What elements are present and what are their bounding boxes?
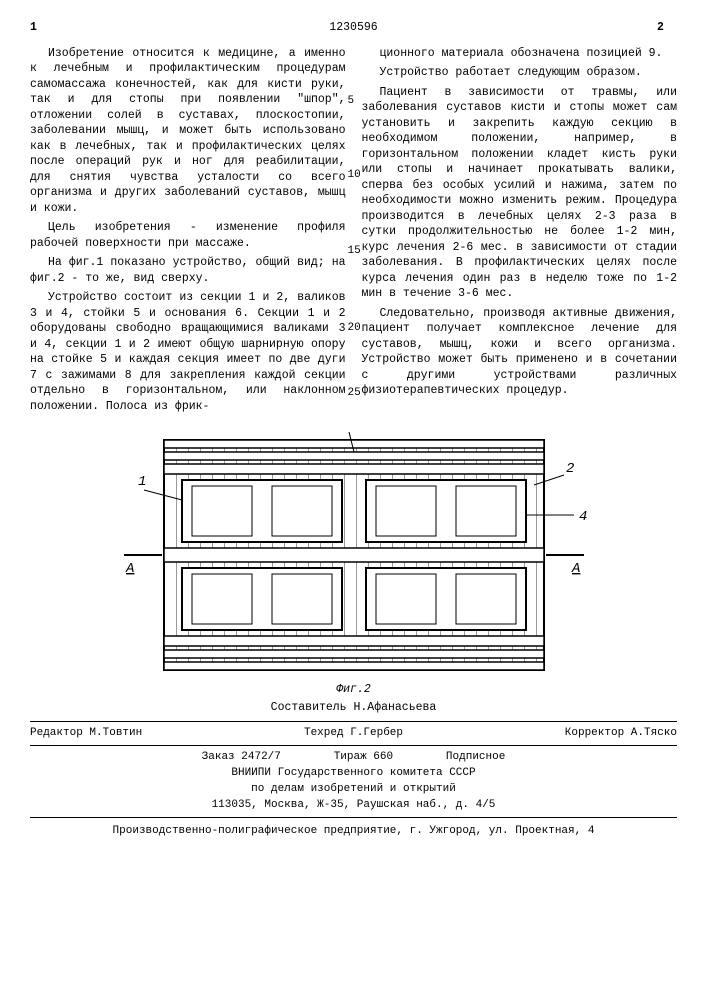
figure-svg: 1 5 2 4 А А xyxy=(104,430,604,680)
text-columns: Изобретение относится к медицине, а имен… xyxy=(30,46,677,419)
order-number: Заказ 2472/7 xyxy=(202,751,281,763)
paragraph: ционного материала обозначена позицией 9… xyxy=(362,46,678,62)
editor: Редактор М.Товтин xyxy=(30,726,142,741)
divider xyxy=(30,745,677,746)
tech-editor: Техред Г.Гербер xyxy=(304,726,403,741)
podpisnoe: Подписное xyxy=(446,751,505,763)
fig-label-4: 4 xyxy=(579,509,587,525)
fig-label-a-right: А xyxy=(571,561,580,577)
bottom-printer: Производственно-полиграфическое предприя… xyxy=(30,824,677,839)
paragraph: Устройство состоит из секции 1 и 2, вали… xyxy=(30,290,346,414)
composer: Составитель Н.Афанасьева xyxy=(104,700,604,716)
org-line-2: по делам изобретений и открытий xyxy=(30,782,677,797)
paragraph: Пациент в зависимости от травмы, или заб… xyxy=(362,85,678,302)
fig-label-a-left: А xyxy=(125,561,134,577)
left-column: Изобретение относится к медицине, а имен… xyxy=(30,46,346,419)
tirazh: Тираж 660 xyxy=(334,751,393,763)
figure-2: 1 5 2 4 А А Фиг.2 Составитель Н.Афанасье… xyxy=(104,430,604,715)
line-num: 20 xyxy=(348,321,361,336)
line-num: 15 xyxy=(348,244,361,259)
paragraph: Следовательно, производя активные движен… xyxy=(362,306,678,399)
footer-order-row: Заказ 2472/7 Тираж 660 Подписное xyxy=(30,750,677,765)
right-column: 5 10 15 20 25 ционного материала обознач… xyxy=(362,46,678,419)
line-num: 10 xyxy=(348,168,361,183)
line-num: 25 xyxy=(348,386,361,401)
paragraph: Устройство работает следующим образом. xyxy=(362,65,678,81)
page-number-left: 1 xyxy=(30,20,50,36)
paragraph: На фиг.1 показано устройство, общий вид;… xyxy=(30,255,346,286)
fig-label-1: 1 xyxy=(138,474,146,490)
divider xyxy=(30,817,677,818)
paragraph: Изобретение относится к медицине, а имен… xyxy=(30,46,346,217)
address: 113035, Москва, Ж-35, Раушская наб., д. … xyxy=(30,798,677,813)
line-num: 5 xyxy=(348,94,355,109)
figure-caption: Фиг.2 xyxy=(104,682,604,698)
corrector: Корректор А.Тяско xyxy=(565,726,677,741)
org-line-1: ВНИИПИ Государственного комитета СССР xyxy=(30,766,677,781)
header-row: 1 1230596 2 xyxy=(30,20,677,36)
patent-number: 1230596 xyxy=(329,20,377,36)
fig-label-5: 5 xyxy=(344,430,353,435)
fig-label-2: 2 xyxy=(566,461,574,477)
footer-block: Заказ 2472/7 Тираж 660 Подписное ВНИИПИ … xyxy=(30,750,677,812)
paragraph: Цель изобретения - изменение профиля раб… xyxy=(30,220,346,251)
divider xyxy=(30,721,677,722)
page-number-right: 2 xyxy=(657,20,677,36)
credits-row: Редактор М.Товтин Техред Г.Гербер Коррек… xyxy=(30,726,677,741)
